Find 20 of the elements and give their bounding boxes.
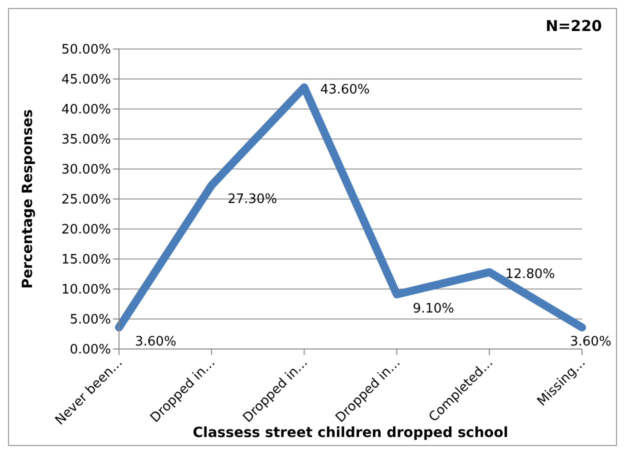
y-tick-label: 25.00% (61, 192, 111, 208)
y-tick-label: 50.00% (61, 42, 111, 58)
y-tick-label: 20.00% (61, 222, 111, 238)
y-tick-label: 15.00% (61, 252, 111, 268)
y-tick-label: 35.00% (61, 132, 111, 148)
y-axis-title: Percentage Responses (20, 109, 36, 289)
data-label: 43.60% (320, 82, 370, 98)
y-tick-label: 40.00% (61, 102, 111, 118)
y-tick-label: 5.00% (70, 312, 111, 328)
data-label: 3.60% (135, 334, 176, 350)
y-tick-label: 0.00% (70, 342, 111, 358)
y-tick-label: 10.00% (61, 282, 111, 298)
data-label: 27.30% (228, 192, 278, 208)
y-tick-label: 45.00% (61, 72, 111, 88)
y-tick-label: 30.00% (61, 162, 111, 178)
text: N=220 (546, 17, 602, 35)
data-label: 3.60% (570, 334, 612, 350)
data-label: 9.10% (412, 301, 454, 316)
x-axis-title: Classess street children dropped school (192, 425, 508, 441)
data-label: 12.80% (505, 267, 555, 282)
